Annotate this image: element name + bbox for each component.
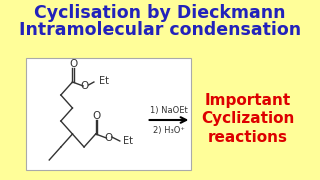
- Text: Et: Et: [99, 76, 109, 86]
- Text: Cyclisation by Dieckmann: Cyclisation by Dieckmann: [34, 4, 286, 22]
- Text: 1) NaOEt: 1) NaOEt: [150, 105, 188, 114]
- Text: Cyclization: Cyclization: [201, 111, 294, 125]
- Text: reactions: reactions: [208, 130, 288, 145]
- Text: O: O: [92, 111, 101, 121]
- Text: Intramolecular condensation: Intramolecular condensation: [19, 21, 301, 39]
- Text: Et: Et: [124, 136, 133, 146]
- Text: 2) H₃O⁺: 2) H₃O⁺: [153, 125, 185, 134]
- FancyBboxPatch shape: [26, 58, 191, 170]
- Text: O: O: [69, 59, 77, 69]
- Text: O: O: [104, 133, 112, 143]
- Text: Important: Important: [204, 93, 291, 107]
- Text: O: O: [81, 81, 89, 91]
